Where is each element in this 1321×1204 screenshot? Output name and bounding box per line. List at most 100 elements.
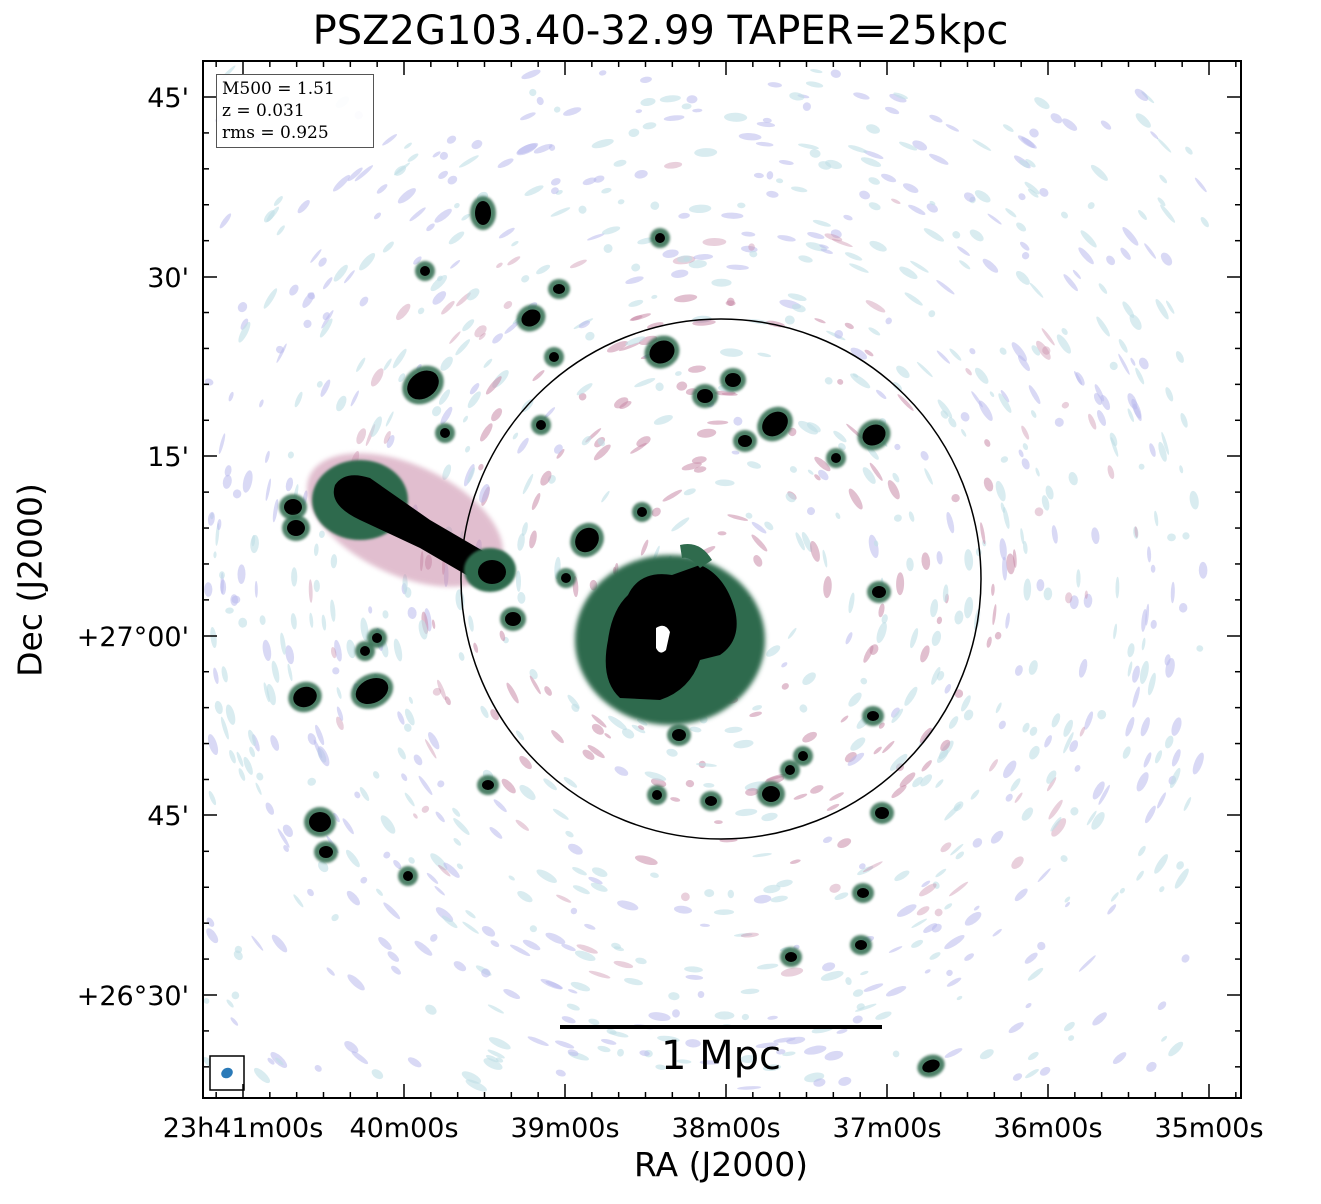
emission-blob: [354, 791, 361, 799]
emission-blob: [695, 762, 717, 767]
emission-blob: [1138, 357, 1149, 370]
emission-blob: [676, 381, 688, 391]
emission-blob: [1147, 672, 1156, 696]
emission-blob: [845, 632, 853, 645]
source-core: [440, 428, 450, 438]
emission-blob: [576, 944, 598, 954]
emission-blob: [1065, 592, 1073, 604]
emission-blob: [782, 1051, 796, 1057]
emission-blob: [1054, 417, 1064, 427]
emission-blob: [1019, 241, 1030, 251]
emission-blob: [757, 352, 772, 358]
emission-blob: [492, 333, 503, 344]
emission-blob: [1134, 88, 1149, 102]
emission-blob: [814, 318, 826, 324]
emission-blob: [1106, 255, 1116, 266]
emission-blob: [928, 310, 936, 318]
emission-blob: [495, 1057, 504, 1063]
emission-blob: [929, 153, 949, 165]
emission-blob: [563, 107, 582, 116]
emission-blob: [798, 420, 818, 435]
source-core: [785, 952, 797, 962]
emission-blob: [802, 102, 812, 111]
emission-blob: [401, 773, 408, 782]
emission-blob: [803, 1045, 827, 1055]
emission-blob: [848, 692, 862, 707]
source-core: [762, 411, 788, 437]
emission-blob: [1154, 750, 1163, 764]
emission-blob: [598, 70, 607, 76]
emission-blob: [1141, 608, 1147, 632]
emission-blob: [869, 462, 883, 481]
emission-blob: [1023, 578, 1032, 601]
emission-blob: [590, 882, 608, 892]
emission-blob: [824, 377, 833, 385]
emission-blob: [721, 212, 744, 219]
emission-blob: [1060, 211, 1069, 219]
emission-blob: [230, 594, 239, 606]
emission-blob: [229, 749, 236, 764]
emission-blob: [1196, 645, 1204, 652]
emission-blob: [936, 279, 955, 295]
emission-blob: [873, 540, 879, 547]
emission-blob: [1024, 181, 1040, 195]
emission-blob: [282, 824, 293, 838]
source-core: [521, 309, 541, 327]
emission-blob: [1012, 549, 1017, 568]
emission-blob: [474, 325, 487, 338]
emission-blob: [812, 219, 831, 227]
emission-blob: [1110, 437, 1119, 457]
emission-blob: [713, 909, 735, 916]
emission-blob: [920, 645, 930, 663]
emission-blob: [1180, 412, 1188, 428]
emission-blob: [1150, 619, 1157, 629]
emission-blob: [432, 687, 442, 696]
emission-blob: [283, 845, 289, 852]
emission-blob: [1189, 490, 1199, 510]
emission-blob: [307, 888, 314, 897]
emission-blob: [1021, 458, 1030, 470]
emission-blob: [847, 752, 865, 766]
chart-title: PSZ2G103.40-32.99 TAPER=25kpc: [312, 8, 1009, 54]
source-core: [561, 573, 571, 583]
emission-blob: [753, 172, 764, 179]
emission-blob: [631, 263, 641, 272]
emission-blob: [875, 1011, 892, 1020]
emission-blob: [1028, 660, 1038, 675]
emission-blob: [964, 596, 974, 619]
emission-blob: [585, 331, 595, 341]
tick-label: 38m00s: [671, 1113, 780, 1144]
emission-blob: [671, 517, 690, 532]
emission-blob: [795, 532, 805, 551]
emission-blob: [773, 1037, 796, 1043]
emission-blob: [517, 890, 533, 903]
emission-blob: [604, 733, 612, 739]
emission-blob: [876, 389, 887, 400]
emission-blob: [601, 490, 610, 503]
emission-blob: [703, 782, 715, 788]
emission-blob: [265, 802, 275, 815]
emission-blob: [587, 745, 605, 759]
emission-blob: [524, 185, 544, 197]
emission-blob: [881, 173, 897, 183]
emission-blob: [326, 967, 335, 976]
emission-blob: [317, 746, 330, 767]
emission-blob: [864, 349, 874, 357]
emission-blob: [333, 812, 340, 823]
emission-blob: [1127, 661, 1133, 677]
emission-blob: [912, 776, 923, 788]
emission-blob: [668, 992, 680, 1001]
emission-blob: [685, 974, 704, 980]
emission-blob: [894, 443, 901, 451]
emission-blob: [1024, 952, 1038, 964]
emission-blob: [634, 378, 656, 388]
emission-blob: [213, 667, 219, 684]
emission-blob: [697, 991, 705, 998]
tick-label: 36m00s: [993, 1113, 1102, 1144]
emission-blob: [949, 881, 969, 897]
emission-blob: [810, 540, 820, 562]
emission-blob: [1072, 269, 1081, 280]
emission-blob: [222, 474, 232, 489]
emission-blob: [1167, 533, 1176, 542]
source-core: [652, 790, 662, 800]
